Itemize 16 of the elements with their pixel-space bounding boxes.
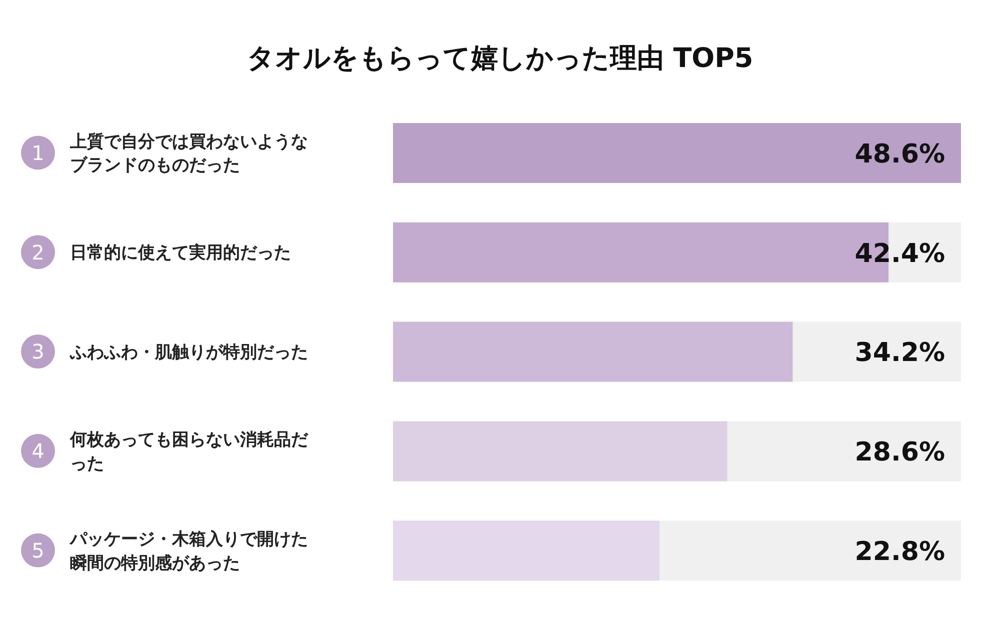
y-tick-label: 何枚あっても困らない消耗品だった <box>69 430 309 474</box>
text: 4 <box>32 439 44 464</box>
text: 5 <box>32 538 44 562</box>
text: 2 <box>32 240 44 264</box>
y-tick-label: 日常的に使えて実用的だった <box>70 243 291 264</box>
text: 1 <box>32 140 44 165</box>
y-tick-label: 上質で自分では買わないようなブランドのものだった <box>69 132 308 176</box>
text: 3 <box>32 340 44 364</box>
data-label: 28.6% <box>854 438 945 468</box>
data-label: 48.6% <box>854 139 945 170</box>
data-label: 42.4% <box>854 238 945 269</box>
y-tick-label: ふわふわ・肌触りが特別だった <box>69 342 308 363</box>
y-tick-label: パッケージ・木箱入りで開けた瞬間の特別感があった <box>69 530 308 574</box>
chart-title: タオルをもらって嬉しかった理由 TOP5 <box>246 42 754 76</box>
data-label: 22.8% <box>854 536 945 567</box>
data-label: 34.2% <box>854 338 945 368</box>
